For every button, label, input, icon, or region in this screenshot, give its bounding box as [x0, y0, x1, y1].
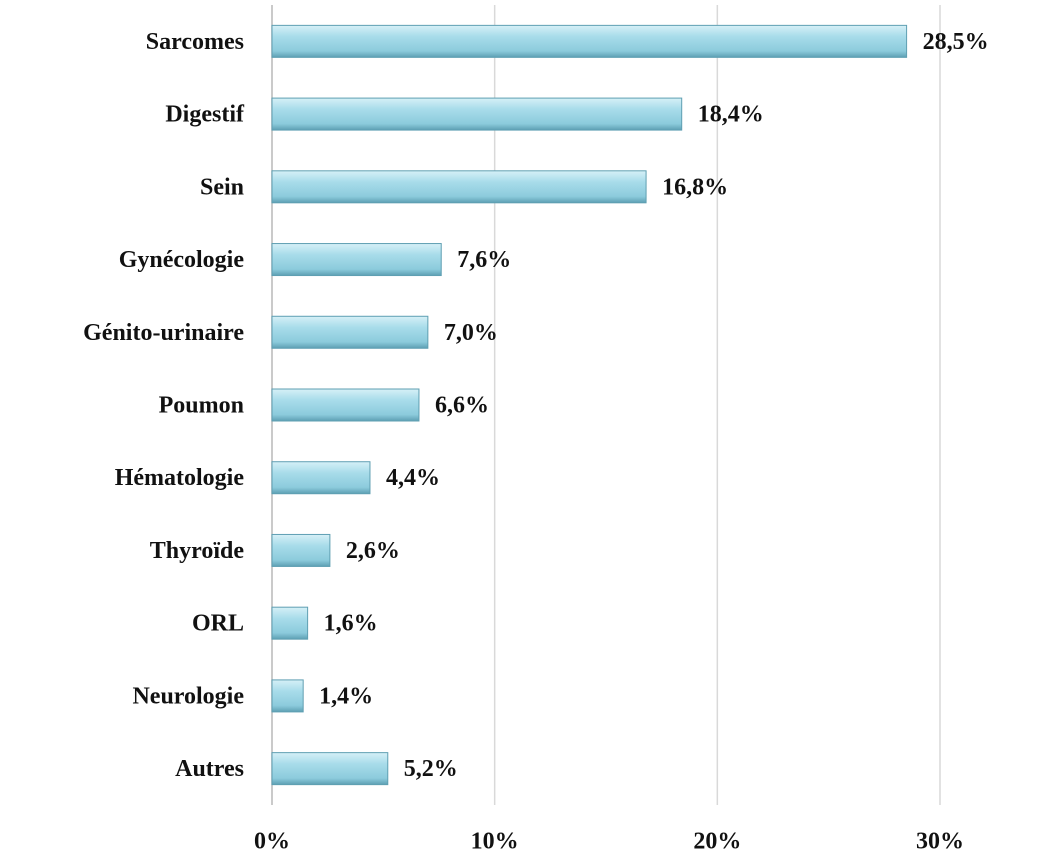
y-tick-label: Digestif [165, 102, 245, 128]
value-label: 2,6% [346, 538, 400, 564]
value-label: 18,4% [698, 102, 764, 128]
bar [271, 533, 331, 567]
y-tick-label: Hématologie [115, 465, 245, 491]
y-tick-label: Thyroïde [150, 538, 245, 564]
value-label: 28,5% [923, 29, 989, 55]
bar [271, 606, 309, 640]
y-tick-label: ORL [192, 611, 244, 637]
value-label: 7,6% [457, 247, 511, 273]
y-tick-label: Neurologie [132, 683, 244, 709]
value-label: 1,4% [319, 683, 373, 709]
bar [271, 461, 371, 495]
bar [271, 243, 442, 277]
y-tick-label: Sarcomes [146, 29, 244, 55]
y-tick-label: Gynécologie [119, 247, 245, 273]
x-tick-label: 0% [254, 829, 290, 855]
x-tick-label: 30% [916, 829, 964, 855]
y-tick-label: Génito-urinaire [83, 320, 244, 346]
value-label: 5,2% [404, 756, 458, 782]
value-label: 16,8% [662, 174, 728, 200]
y-tick-label: Poumon [159, 393, 244, 419]
x-tick-label: 10% [471, 829, 519, 855]
value-label: 1,6% [324, 611, 378, 637]
y-tick-label: Sein [200, 174, 244, 200]
bar [271, 24, 908, 58]
bar [271, 679, 304, 713]
bar [271, 97, 683, 131]
bar [271, 170, 647, 204]
bar [271, 752, 389, 786]
y-tick-label: Autres [175, 756, 244, 782]
value-label: 4,4% [386, 465, 440, 491]
x-tick-label: 20% [693, 829, 741, 855]
bar [271, 315, 429, 349]
value-label: 6,6% [435, 393, 489, 419]
bar [271, 388, 420, 422]
value-label: 7,0% [444, 320, 498, 346]
